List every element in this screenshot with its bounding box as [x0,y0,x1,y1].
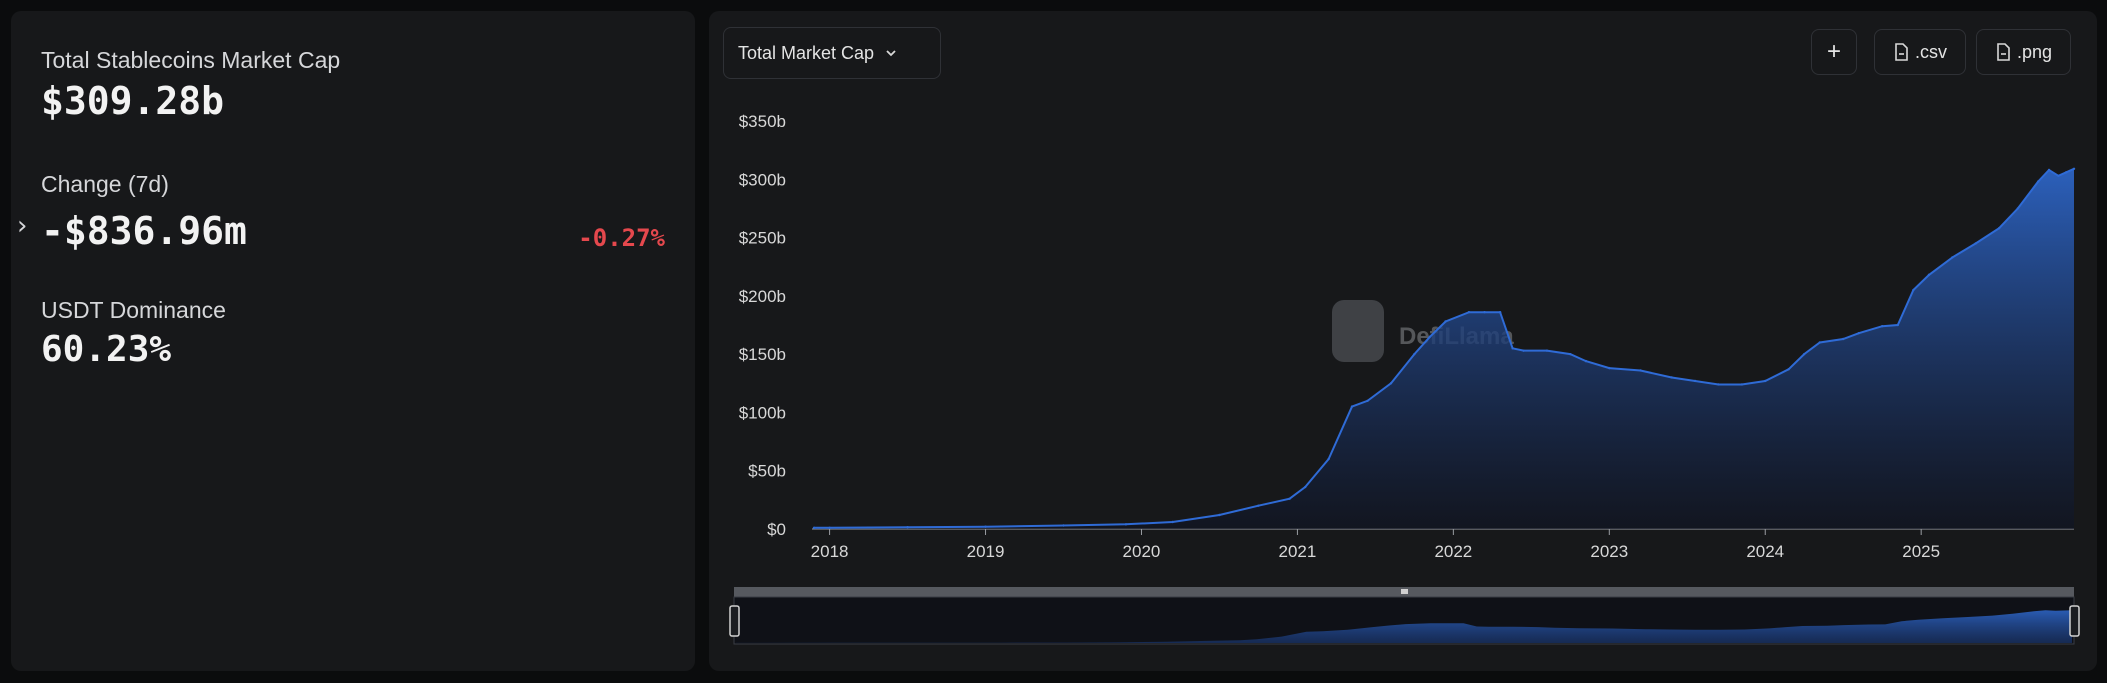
file-icon [1997,43,2010,61]
data-point [1670,376,1673,379]
data-point [1951,256,1954,259]
y-tick-label: $0 [767,520,786,539]
y-tick-label: $50b [748,462,786,481]
data-point [1545,349,1549,352]
data-point [1569,352,1572,356]
csv-label: .csv [1914,41,1947,62]
change-percent: -0.27% [578,224,665,252]
mcap-value: $309.28b [41,79,225,123]
data-point [2036,180,2040,183]
data-point [1498,310,1502,314]
data-point [1842,337,1845,341]
brush-area [736,610,2072,643]
brush-handle-left[interactable] [729,605,740,637]
change-label: Change (7d) [41,171,169,197]
data-point [1467,310,1471,314]
y-tick-label: $250b [739,229,786,248]
chevron-right-icon[interactable]: › [17,211,28,241]
data-point [1218,513,1221,517]
x-tick-label: 2018 [811,542,849,561]
x-tick-label: 2021 [1279,542,1317,561]
y-tick-label: $150b [739,345,786,364]
chevron-down-icon [886,50,896,57]
add-button[interactable]: + [1811,29,1857,75]
data-point [1304,485,1307,489]
data-point [1288,497,1291,500]
data-point [1366,399,1369,402]
data-point [1257,504,1260,507]
data-point [1608,366,1611,370]
data-point [2057,174,2060,177]
y-tick-label: $100b [739,403,786,422]
data-point [812,526,816,530]
data-point [2072,167,2076,170]
data-point [1444,320,1447,323]
data-point [1974,242,1977,245]
data-point [1927,273,1931,277]
data-point [1717,383,1720,386]
data-point [1327,457,1330,461]
data-point [1483,310,1486,314]
x-tick-label: 2023 [1590,542,1628,561]
data-point [1413,352,1416,356]
data-point [1522,349,1525,352]
data-point [1171,520,1174,524]
market-cap-chart[interactable]: $0 $50b $100b $150b $200b $250b $300b $350b 201… [709,11,2097,671]
data-point [1693,379,1697,383]
data-point [1584,359,1588,363]
data-point [1818,341,1822,344]
data-point [1997,227,2001,230]
x-tick-label: 2019 [967,542,1005,561]
download-png-button[interactable]: .png [1976,29,2071,75]
brush-handle-right[interactable] [2069,605,2080,637]
download-csv-button[interactable]: .csv [1874,29,1966,75]
change-value: -$836.96m [41,209,247,253]
y-tick-label: $300b [739,170,786,189]
llama-logo-icon [1332,300,1384,362]
x-tick-label: 2020 [1123,542,1161,561]
file-icon [1895,43,1908,61]
data-point [1511,347,1514,350]
png-label: .png [2016,41,2053,62]
data-point [1740,383,1744,386]
dominance-value: 60.23% [41,329,172,370]
data-point [1896,323,1899,327]
data-point [1639,369,1642,372]
data-point [1803,352,1806,356]
data-point [1880,324,1884,328]
data-point [1857,331,1861,335]
y-tick-label: $200b [739,287,786,306]
data-point [1350,405,1354,408]
data-point [1062,524,1065,527]
data-point [2065,171,2068,174]
data-point [828,526,831,530]
data-point [1428,335,1432,338]
data-point [1124,523,1128,526]
data-point [906,526,909,529]
mcap-label: Total Stablecoins Market Cap [41,47,341,73]
data-point [2016,207,2020,210]
chart-type-dropdown[interactable]: Total Market Cap [723,27,941,79]
data-point [1912,288,1915,292]
x-tick-label: 2025 [1902,542,1940,561]
x-tick-label: 2024 [1746,542,1784,561]
stats-panel: Total Stablecoins Market Cap $309.28b Ch… [11,11,695,671]
chart-panel: Total Market Cap + .csv .png $0 $50b $100b… [709,11,2097,671]
data-point [1787,368,1790,371]
x-tick-label: 2022 [1434,542,1472,561]
data-point [1764,379,1767,383]
data-point [1389,382,1393,385]
data-point [2047,168,2051,172]
market-cap-area [814,168,2074,530]
dominance-label: USDT Dominance [41,297,226,323]
data-point [984,525,987,528]
y-tick-label: $350b [739,112,786,131]
brush-grip-icon[interactable] [1401,589,1408,594]
dropdown-label: Total Market Cap [738,42,875,63]
